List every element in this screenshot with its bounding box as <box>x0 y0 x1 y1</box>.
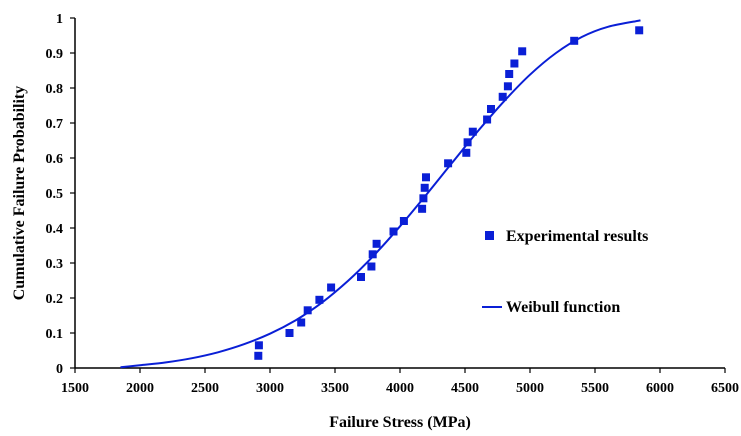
x-tick-label: 4000 <box>386 381 414 396</box>
experimental-point <box>303 306 312 315</box>
experimental-point <box>498 92 507 101</box>
experimental-point <box>419 194 428 203</box>
legend-label-weibull: Weibull function <box>506 299 620 316</box>
experimental-point <box>635 26 644 35</box>
x-tick-label: 6500 <box>711 381 739 396</box>
x-axis-title: Failure Stress (MPa) <box>329 414 471 431</box>
experimental-point <box>399 217 408 225</box>
experimental-point <box>570 36 579 45</box>
experimental-point <box>367 262 376 271</box>
y-tick-label: 0.2 <box>46 292 64 307</box>
experimental-point <box>357 273 365 281</box>
experimental-points <box>254 26 644 360</box>
experimental-point <box>444 159 453 168</box>
y-tick-label: 0.1 <box>46 327 64 342</box>
y-tick-label: 0.3 <box>46 257 64 272</box>
y-tick-label: 0.5 <box>46 187 64 202</box>
y-axis-title: Cumulative Failure Probability <box>11 86 28 301</box>
x-axis-ticks: 1500 2000 2500 3000 3500 4000 4500 5000 5500 6000… <box>61 368 739 396</box>
experimental-point <box>297 318 306 327</box>
legend: Experimental results Weibull function <box>482 228 648 316</box>
x-tick-label: 2000 <box>126 381 154 396</box>
y-tick-label: 0.8 <box>46 82 64 97</box>
y-tick-label: 0.6 <box>46 152 64 167</box>
x-tick-label: 1500 <box>61 381 89 396</box>
experimental-point <box>372 239 381 248</box>
experimental-point <box>483 115 492 124</box>
plot-frame <box>74 18 725 369</box>
experimental-point <box>463 138 472 147</box>
x-tick-label: 2500 <box>191 381 219 396</box>
y-axis-ticks: 0 0.1 0.2 0.3 0.4 0.5 0.6 0.7 0.8 0.9 1 <box>46 12 75 377</box>
experimental-point <box>518 47 527 56</box>
experimental-point <box>462 148 471 157</box>
x-tick-label: 3500 <box>321 381 349 396</box>
x-tick-label: 5500 <box>581 381 609 396</box>
y-tick-label: 0 <box>56 362 63 377</box>
legend-label-experimental: Experimental results <box>506 228 648 245</box>
experimental-point <box>420 183 429 192</box>
experimental-point <box>503 82 512 91</box>
experimental-point <box>254 351 263 360</box>
y-tick-label: 1 <box>56 12 63 27</box>
experimental-point <box>254 341 263 350</box>
y-tick-label: 0.4 <box>46 222 64 237</box>
x-tick-label: 6000 <box>646 381 674 396</box>
experimental-point <box>510 59 519 68</box>
y-tick-label: 0.9 <box>46 47 64 62</box>
experimental-point <box>505 70 514 78</box>
x-tick-label: 3000 <box>256 381 284 396</box>
x-tick-label: 5000 <box>516 381 544 396</box>
experimental-point <box>389 227 398 236</box>
experimental-point <box>468 127 477 136</box>
experimental-point <box>487 105 495 113</box>
experimental-point <box>368 250 377 259</box>
experimental-point <box>285 329 294 337</box>
y-tick-label: 0.7 <box>46 117 64 132</box>
experimental-point <box>327 283 336 292</box>
experimental-point <box>422 173 430 182</box>
legend-marker-experimental <box>485 231 494 240</box>
x-tick-label: 4500 <box>451 381 479 396</box>
experimental-point <box>315 295 324 304</box>
experimental-point <box>418 204 427 213</box>
